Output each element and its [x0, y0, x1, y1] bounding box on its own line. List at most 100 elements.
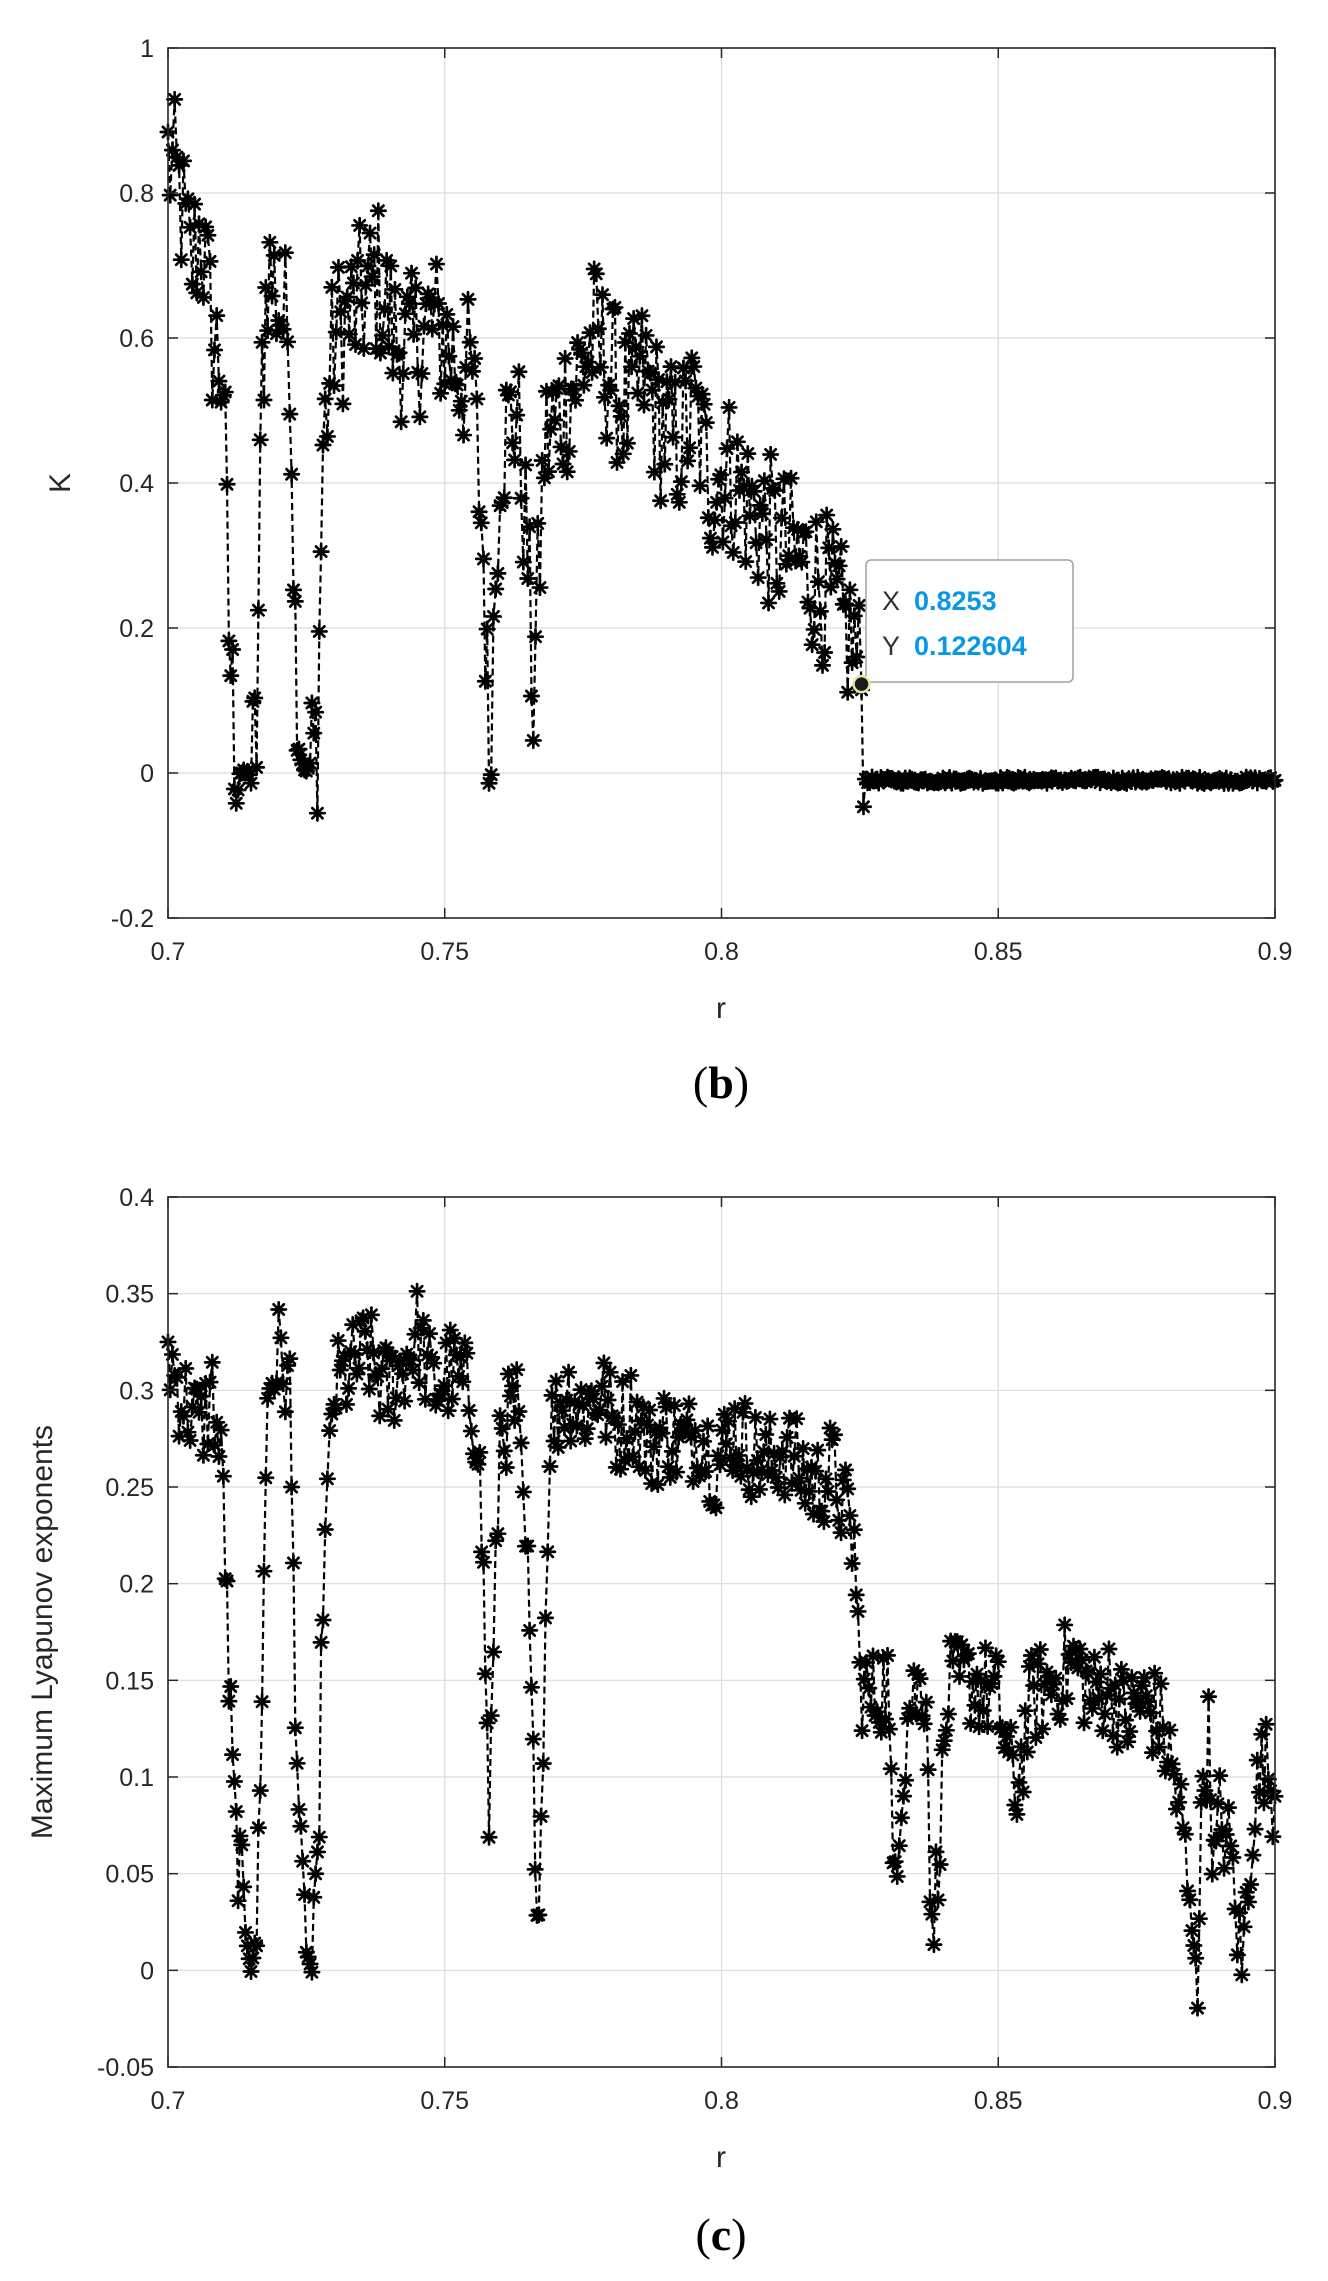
- c-data-point: [794, 1439, 812, 1458]
- c-data-point: [1176, 1825, 1194, 1843]
- b-data-point: [290, 740, 308, 758]
- b-x-tick-label: 0.7: [151, 938, 186, 966]
- c-data-point: [923, 1905, 941, 1923]
- c-data-point: [270, 1300, 288, 1319]
- c-data-point: [288, 1754, 306, 1772]
- b-data-point: [517, 456, 535, 474]
- datatip[interactable]: X 0.8253 Y 0.122604: [852, 559, 1074, 694]
- c-data-point: [356, 1322, 374, 1340]
- b-data-point: [757, 531, 776, 549]
- c-data-point: [576, 1430, 594, 1448]
- panel-c-chart: 0.7 0.75 0.8 0.85 0.9 -0.0500.050.10.150.20.…: [26, 1184, 1292, 2260]
- c-data-point: [915, 1715, 933, 1733]
- b-data-point: [662, 358, 680, 376]
- c-data-point: [678, 1411, 696, 1429]
- panel-c-label-open-paren: (: [695, 2209, 710, 2260]
- c-data-point: [224, 1746, 242, 1764]
- c-data-point: [1219, 1799, 1238, 1817]
- c-x-tick-label: 0.85: [974, 2087, 1023, 2115]
- datatip-marker[interactable]: [852, 674, 871, 694]
- c-data-point: [807, 1462, 825, 1480]
- c-data-point: [1056, 1616, 1074, 1634]
- c-data-point: [1112, 1660, 1130, 1678]
- c-data-point: [645, 1438, 663, 1456]
- b-data-point: [805, 620, 823, 639]
- b-data-point: [470, 503, 488, 521]
- c-data-point: [312, 1633, 330, 1651]
- b-data-point: [284, 581, 303, 599]
- b-data-point: [712, 466, 730, 484]
- c-data-point: [1259, 1770, 1277, 1788]
- b-data-point: [487, 580, 505, 598]
- b-data-point: [508, 406, 526, 424]
- b-y-tick-label: 0.2: [119, 615, 154, 643]
- b-data-point: [759, 594, 778, 612]
- c-data-point: [680, 1395, 698, 1413]
- c-data-point: [435, 1377, 453, 1395]
- c-data-point: [190, 1403, 208, 1421]
- c-data-point: [813, 1502, 831, 1520]
- b-data-point: [539, 463, 558, 481]
- c-data-point: [939, 1705, 957, 1723]
- b-data-point: [766, 481, 784, 500]
- c-data-point: [697, 1462, 715, 1481]
- c-data-point: [233, 1836, 251, 1854]
- c-data-point: [253, 1693, 271, 1711]
- c-data-point: [1018, 1743, 1036, 1761]
- c-data-point: [281, 1350, 299, 1368]
- c-data-point: [443, 1390, 461, 1408]
- c-data-point: [337, 1395, 356, 1413]
- c-data-point: [1244, 1846, 1262, 1864]
- b-x-tick-label: 0.8: [704, 938, 739, 966]
- b-data-point: [803, 636, 821, 654]
- c-data-point: [521, 1621, 539, 1639]
- c-data-point: [514, 1483, 532, 1501]
- b-data-point: [782, 469, 800, 487]
- c-data-point: [1139, 1693, 1157, 1711]
- c-data-point: [1085, 1648, 1103, 1666]
- b-x-tick-label: 0.75: [420, 938, 469, 966]
- b-data-point: [363, 268, 381, 286]
- c-data-point: [694, 1432, 713, 1450]
- c-data-point: [458, 1344, 476, 1362]
- c-y-tick-label: 0.2: [119, 1571, 154, 1599]
- c-data-point: [385, 1411, 403, 1429]
- datatip-x-key: X: [882, 586, 900, 616]
- c-data-point: [504, 1377, 522, 1395]
- c-data-point: [1110, 1690, 1128, 1708]
- b-data-point: [560, 442, 578, 460]
- b-data-point: [327, 323, 345, 341]
- c-data-point: [396, 1392, 414, 1410]
- b-data-point: [726, 513, 744, 532]
- b-data-point: [305, 724, 323, 742]
- c-data-point: [292, 1817, 310, 1835]
- b-data-point: [753, 505, 771, 523]
- b-data-point: [589, 320, 607, 338]
- b-data-point: [394, 365, 412, 383]
- b-data-point: [733, 463, 751, 481]
- b-data-point: [631, 347, 649, 365]
- b-data-point: [334, 395, 352, 413]
- c-data-point: [1051, 1710, 1069, 1728]
- c-data-point: [929, 1891, 947, 1909]
- c-y-tick-label: -0.05: [97, 2054, 154, 2082]
- c-data-point: [925, 1936, 943, 1954]
- datatip-x-value: 0.8253: [914, 586, 997, 616]
- c-data-point: [653, 1424, 671, 1442]
- c-data-point: [1211, 1767, 1229, 1785]
- c-data-point: [1228, 1946, 1246, 1964]
- c-data-point: [849, 1602, 867, 1620]
- b-data-point: [251, 431, 269, 449]
- b-data-point: [854, 798, 873, 816]
- b-data-point: [681, 439, 699, 457]
- c-data-point: [471, 1443, 489, 1461]
- b-data-point: [728, 433, 746, 451]
- c-data-point: [917, 1693, 935, 1711]
- b-data-point: [587, 265, 605, 283]
- b-data-point: [820, 539, 838, 557]
- b-data-point: [249, 601, 267, 619]
- c-data-point: [1014, 1783, 1032, 1801]
- b-data-point: [850, 596, 868, 614]
- b-data-point: [301, 754, 319, 772]
- c-data-point: [214, 1467, 232, 1485]
